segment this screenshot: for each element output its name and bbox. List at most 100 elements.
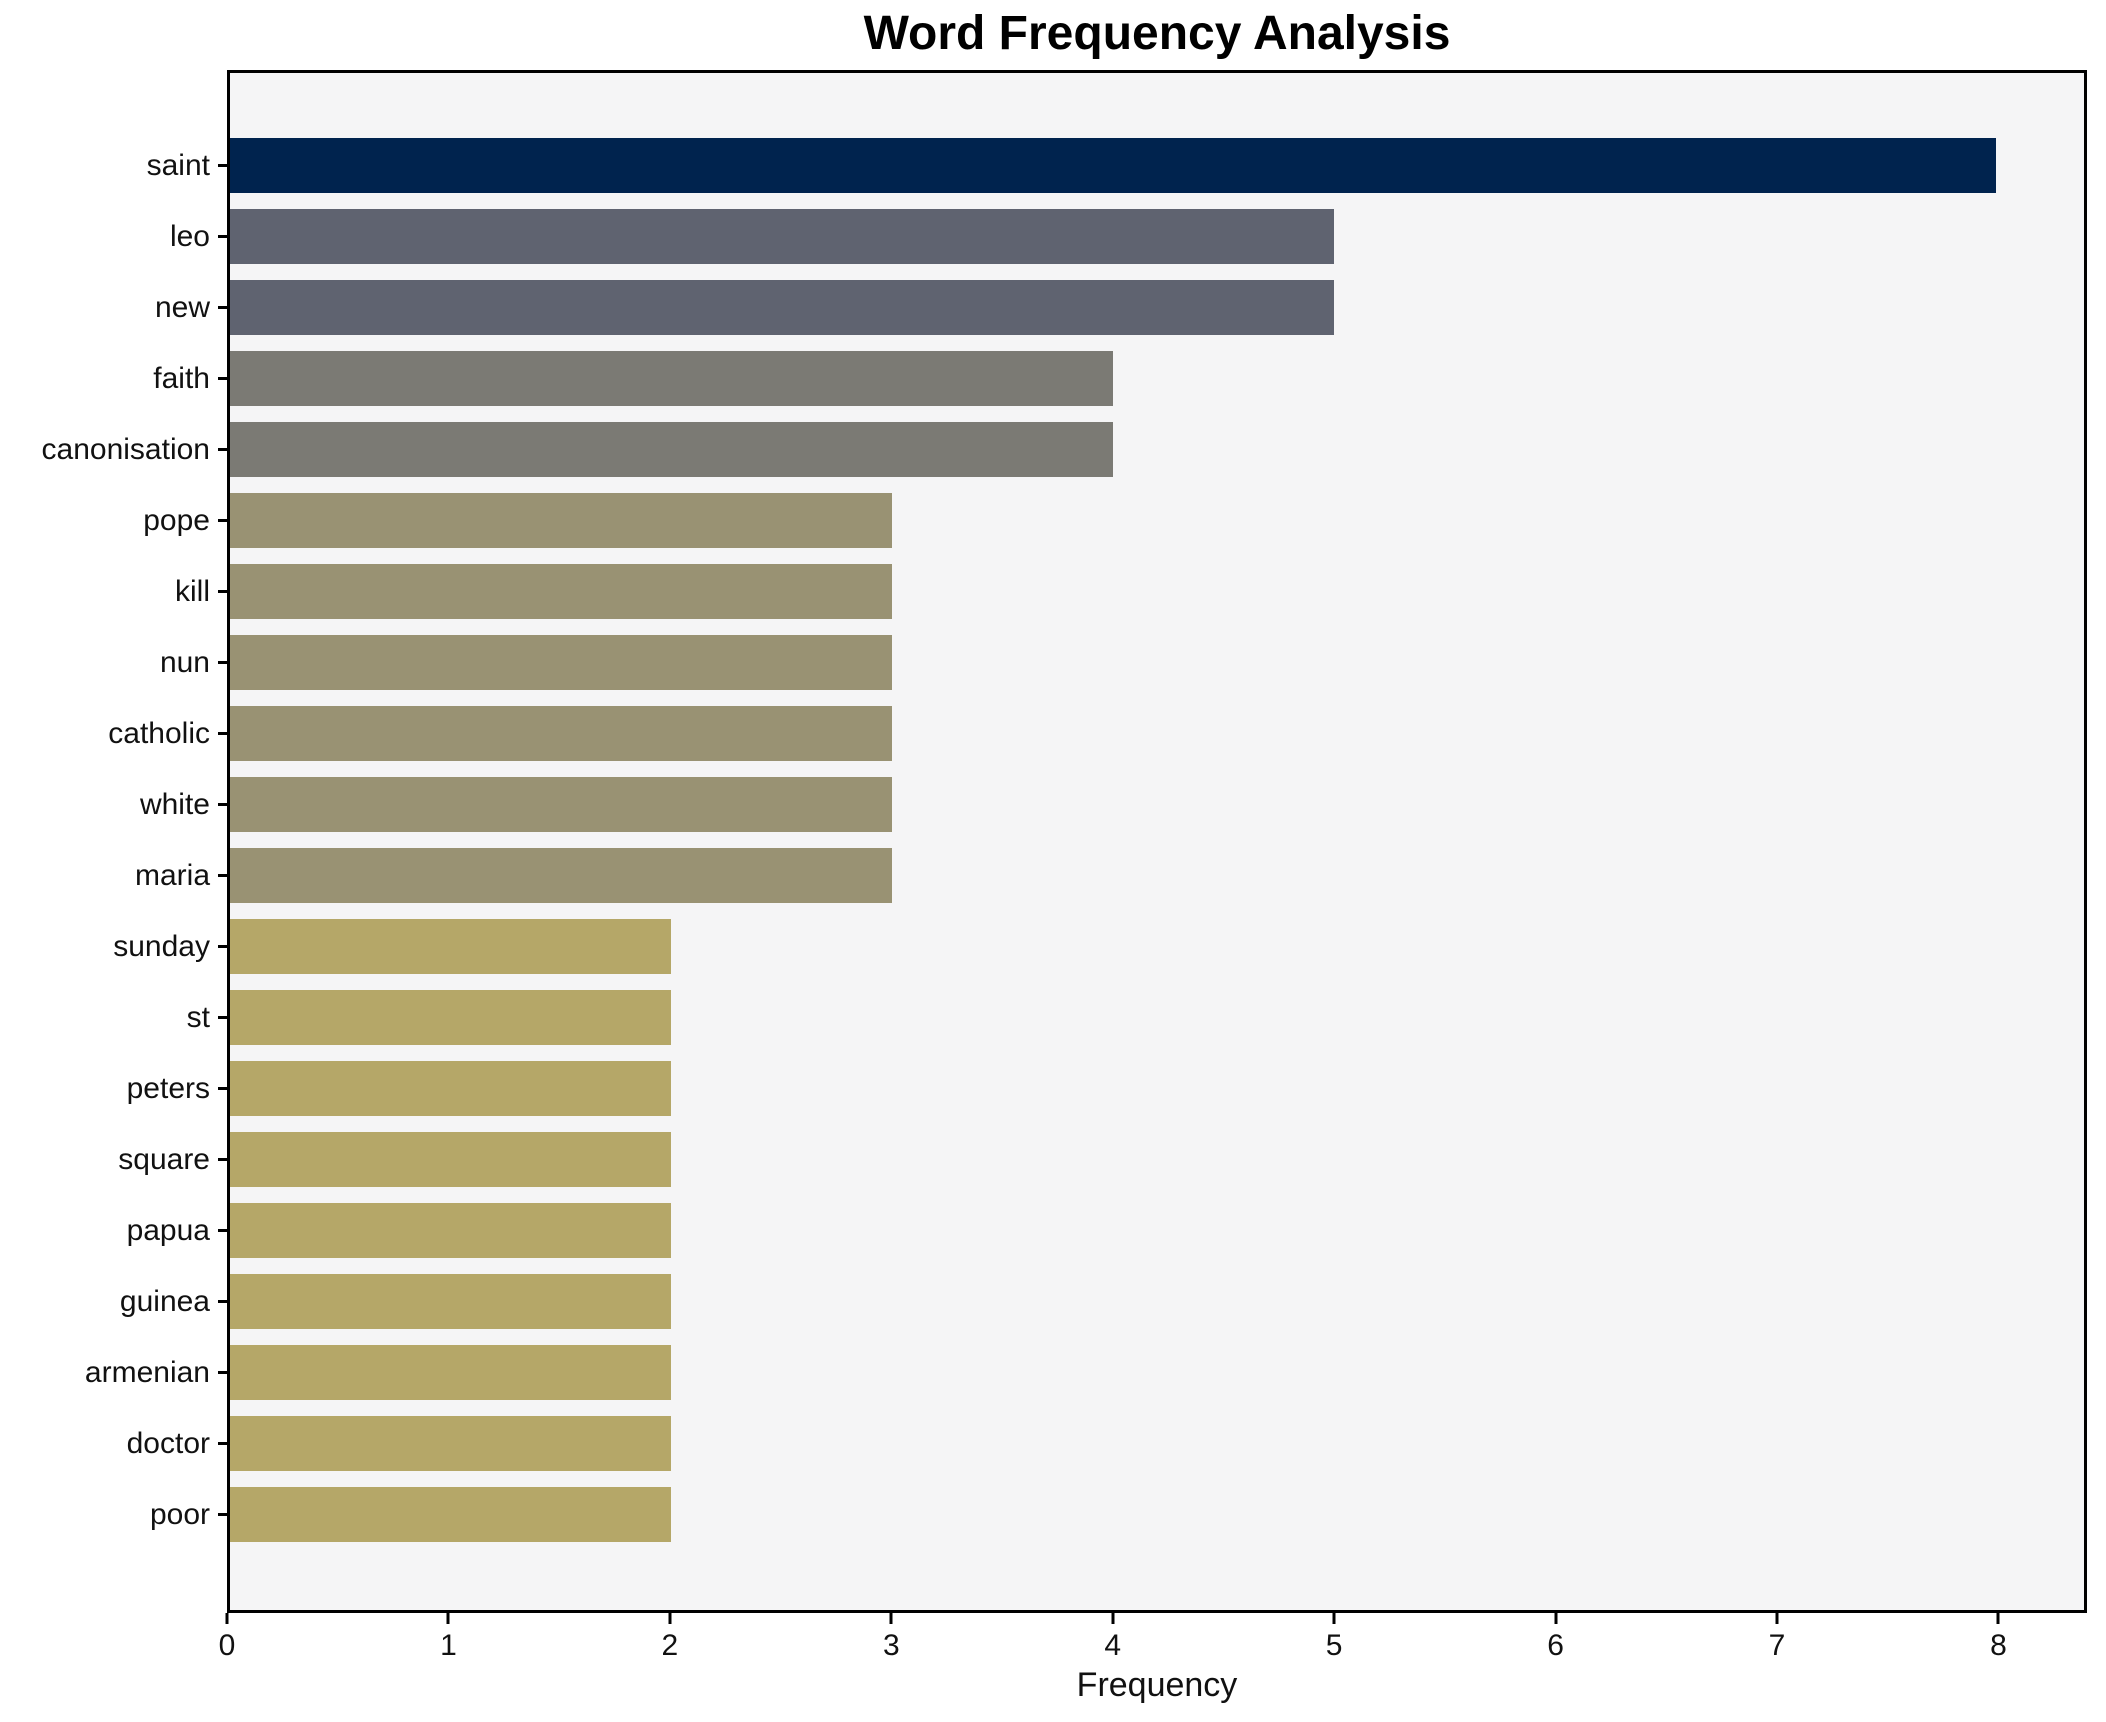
x-tick-mark [446,1613,450,1624]
bar-row [230,627,2084,698]
y-tick-label: saint [146,148,210,182]
bar-row [230,130,2084,201]
bar-maria [230,848,893,903]
y-label-row: nun [0,627,227,698]
bar-row [230,1124,2084,1195]
bar-nun [230,635,893,690]
bar-row [230,1337,2084,1408]
y-tick-mark [218,1229,227,1232]
bar-armenian [230,1345,672,1400]
bar-sunday [230,919,672,974]
bar-row [230,556,2084,627]
x-axis-title: Frequency [1076,1666,1238,1704]
y-tick-mark [218,590,227,593]
x-tick-label: 4 [1104,1629,1122,1662]
chart-title: Word Frequency Analysis [863,7,1451,60]
y-tick-mark [218,945,227,948]
x-tick-label: 6 [1547,1629,1564,1662]
x-tick-label: 3 [882,1629,900,1662]
bar-row [230,982,2084,1053]
bar-guinea [230,1274,672,1329]
x-tick-mark [1775,1613,1779,1624]
bar-leo [230,209,1334,264]
bar-catholic [230,706,893,761]
bars-container [230,73,2084,1610]
bar-peters [230,1061,672,1116]
bar-new [230,280,1334,335]
y-label-row: kill [0,556,227,627]
y-label-row: leo [0,201,227,272]
x-tick-mark [1332,1613,1336,1624]
bar-row [230,1053,2084,1124]
bar-row [230,840,2084,911]
y-tick-label: kill [175,574,210,608]
y-label-row: papua [0,1195,227,1266]
bar-row [230,272,2084,343]
y-tick-mark [218,377,227,380]
bar-row [230,485,2084,556]
y-label-row: pope [0,485,227,556]
bar-faith [230,351,1113,406]
y-tick-label: faith [153,361,210,395]
x-tick-label: 5 [1325,1629,1343,1662]
y-tick-label: white [139,787,210,821]
y-tick-label: canonisation [41,432,210,466]
x-tick-mark [1554,1613,1558,1624]
bar-papua [230,1203,672,1258]
y-tick-mark [218,1371,227,1374]
bar-row [230,343,2084,414]
y-tick-mark [218,1087,227,1090]
y-tick-label: doctor [126,1426,210,1460]
y-tick-label: catholic [108,716,210,750]
x-tick-mark [225,1613,229,1624]
y-tick-mark [218,874,227,877]
bar-saint [230,138,1996,193]
bar-row [230,414,2084,485]
y-label-row: sunday [0,911,227,982]
bar-row [230,911,2084,982]
y-tick-label: st [186,1000,210,1034]
bar-row [230,698,2084,769]
y-label-row: st [0,982,227,1053]
y-label-row: maria [0,840,227,911]
bar-poor [230,1487,672,1542]
y-tick-mark [218,661,227,664]
bar-row [230,1195,2084,1266]
y-label-row: square [0,1124,227,1195]
bar-square [230,1132,672,1187]
y-label-row: white [0,769,227,840]
x-tick-label: 2 [661,1629,679,1662]
y-tick-label: new [154,290,210,324]
y-tick-mark [218,235,227,238]
bar-row [230,1408,2084,1479]
y-label-row: doctor [0,1408,227,1479]
y-tick-mark [218,1442,227,1445]
y-tick-mark [218,164,227,167]
y-tick-label: guinea [119,1284,210,1318]
plot-area [227,70,2087,1613]
bar-doctor [230,1416,672,1471]
x-tick-label: 1 [440,1629,457,1662]
bar-st [230,990,672,1045]
bar-pope [230,493,893,548]
x-tick-label: 8 [1990,1629,2007,1662]
y-tick-label: papua [126,1213,210,1247]
y-tick-mark [218,306,227,309]
y-tick-label: peters [126,1071,210,1105]
y-tick-mark [218,732,227,735]
y-tick-mark [218,803,227,806]
y-tick-label: nun [159,645,210,679]
x-tick-label: 7 [1768,1629,1786,1662]
bar-row [230,1479,2084,1550]
y-tick-label: poor [149,1497,210,1531]
x-tick-label: 0 [218,1629,236,1662]
y-tick-label: pope [143,503,210,537]
bar-row [230,1266,2084,1337]
y-tick-label: sunday [113,929,210,963]
bar-row [230,769,2084,840]
bar-white [230,777,893,832]
y-label-row: faith [0,343,227,414]
y-label-row: armenian [0,1337,227,1408]
y-tick-mark [218,1158,227,1161]
